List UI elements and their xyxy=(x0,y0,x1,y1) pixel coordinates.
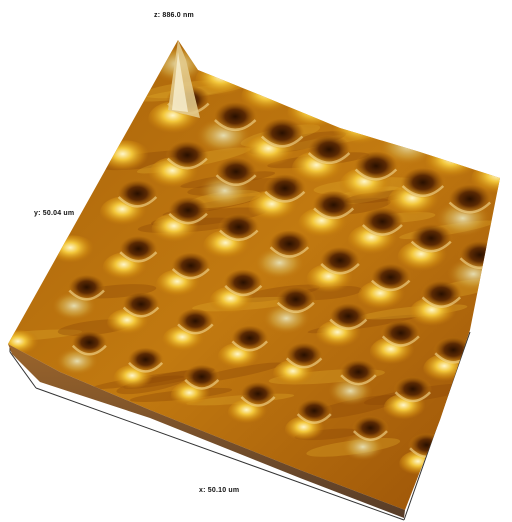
surface-pit xyxy=(71,331,108,357)
surface-pit xyxy=(183,365,220,391)
surface-pit xyxy=(339,360,378,387)
surface-bump xyxy=(49,235,96,266)
surface-pit xyxy=(67,275,106,302)
surface-pit xyxy=(285,343,324,370)
surface-pit xyxy=(296,399,333,425)
surface-pit xyxy=(127,348,164,374)
surface-pit xyxy=(231,326,270,353)
x-axis-label: x: 50.10 um xyxy=(199,487,239,494)
z-axis-label: z: 886.0 nm xyxy=(154,12,194,19)
surface-pit xyxy=(240,382,277,408)
surface-pit xyxy=(352,416,389,442)
surface-pit xyxy=(394,377,433,404)
y-axis-label: y: 50.04 um xyxy=(34,210,74,217)
surface-pit xyxy=(122,292,161,319)
surface-bump xyxy=(99,140,151,174)
surface-pit xyxy=(176,309,215,336)
